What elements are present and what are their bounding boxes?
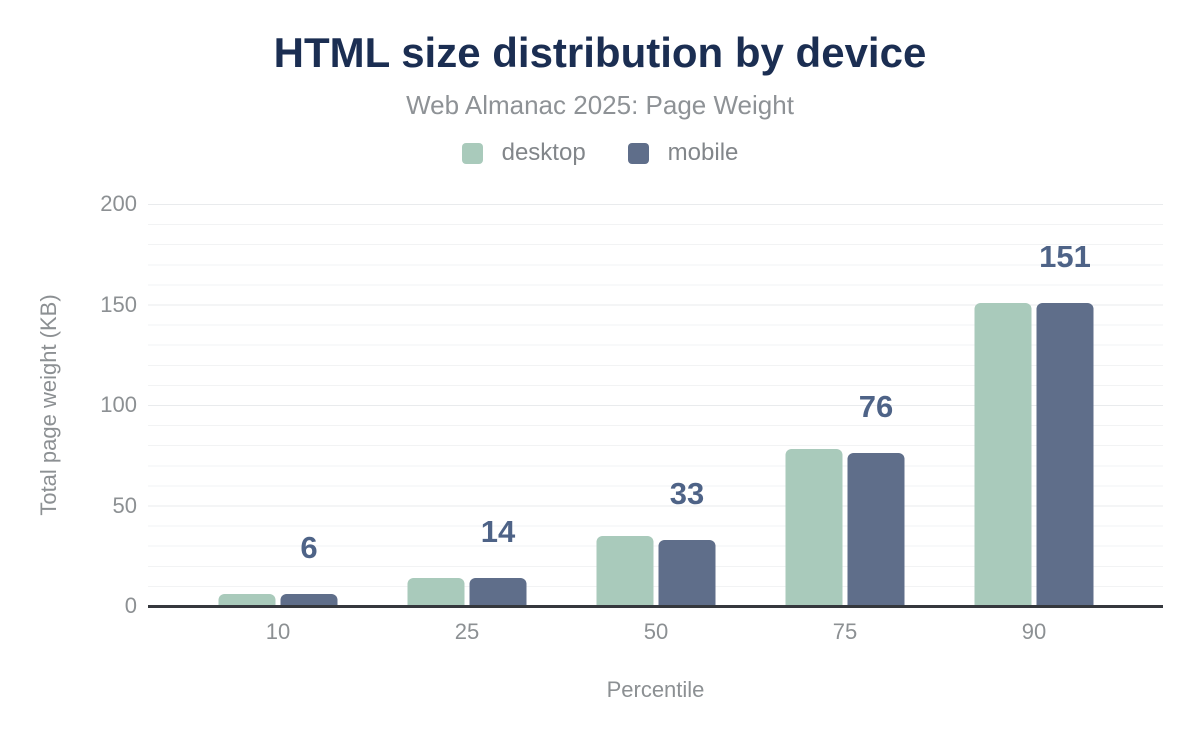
legend-label-mobile: mobile (667, 139, 739, 166)
bar-group-p90 (974, 302, 1094, 606)
x-tick-label-50: 50 (643, 619, 669, 644)
bar-desktop-p90[interactable] (974, 302, 1032, 606)
chart-subtitle: Web Almanac 2025: Page Weight (406, 90, 794, 120)
value-label-p50: 33 (669, 475, 705, 511)
bar-desktop-p75[interactable] (785, 449, 843, 606)
bar-desktop-p25[interactable] (407, 577, 465, 606)
y-tick-label-150: 150 (100, 291, 137, 317)
bar-group-p50 (596, 535, 716, 606)
legend-item-mobile[interactable]: mobile (627, 139, 739, 166)
legend-item-desktop[interactable]: desktop (461, 139, 586, 166)
x-axis-title: Percentile (606, 677, 705, 702)
bar-desktop-p10[interactable] (218, 593, 276, 606)
bar-desktop-p50[interactable] (596, 535, 654, 606)
y-tick-label-50: 50 (112, 492, 137, 518)
value-label-p10: 6 (300, 529, 318, 565)
y-tick-label-200: 200 (100, 191, 137, 216)
legend-swatch-desktop-icon (461, 142, 483, 164)
value-label-p25: 14 (480, 513, 516, 549)
x-tick-label-75: 75 (832, 619, 858, 644)
bar-group-p75 (785, 449, 905, 606)
x-tick-label-90: 90 (1021, 619, 1047, 644)
bar-mobile-p75[interactable] (847, 453, 905, 606)
bar-group-p10 (218, 593, 338, 606)
legend-label-desktop: desktop (501, 139, 586, 166)
bar-mobile-p90[interactable] (1036, 302, 1094, 606)
legend-swatch-mobile-icon (627, 142, 649, 164)
x-axis-line (148, 605, 1163, 608)
y-tick-label-0: 0 (124, 593, 137, 618)
bar-mobile-p25[interactable] (469, 577, 527, 606)
bar-mobile-p50[interactable] (658, 539, 716, 606)
y-tick-label-100: 100 (100, 392, 137, 417)
chart-title: HTML size distribution by device (273, 29, 927, 76)
bar-mobile-p10[interactable] (280, 593, 338, 606)
plot-area: 6 14 33 76 151 (148, 204, 1163, 606)
value-label-p90: 151 (1039, 238, 1091, 274)
x-tick-label-10: 10 (265, 619, 291, 644)
x-tick-label-25: 25 (454, 619, 480, 644)
legend: desktop mobile (0, 141, 1200, 165)
bar-group-p25 (407, 577, 527, 606)
value-label-p75: 76 (858, 389, 894, 425)
